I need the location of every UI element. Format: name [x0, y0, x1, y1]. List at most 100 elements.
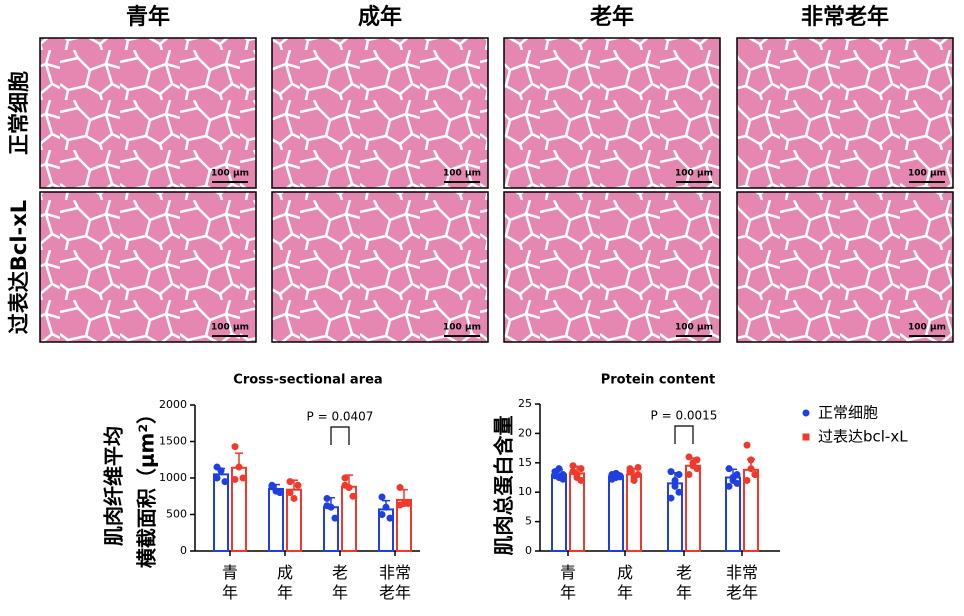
data-point [378, 493, 386, 501]
y-tick-label: 15 [518, 456, 532, 469]
significance-bracket [674, 425, 694, 444]
legend-marker [802, 409, 810, 417]
row-label: 过表达Bcl-xL [7, 200, 31, 334]
data-point [396, 501, 404, 509]
chart-title: Cross-sectional area [233, 373, 382, 388]
bar [551, 473, 567, 552]
data-point [577, 465, 585, 473]
data-point [268, 483, 276, 491]
data-point [396, 483, 404, 491]
bar [213, 473, 229, 553]
data-point [689, 462, 697, 470]
data-point [213, 463, 221, 471]
histology-image [736, 191, 954, 343]
bar [626, 473, 642, 552]
data-point [573, 474, 581, 481]
data-point [382, 503, 390, 511]
scale-bar-label: 100 μm [443, 169, 481, 179]
column-header: 成年 [358, 4, 402, 30]
bar [268, 487, 284, 553]
p-value: P = 0.0015 [651, 409, 718, 423]
y-axis-label: 横截面积（μm²） [135, 404, 159, 568]
data-point [733, 479, 741, 487]
x-tick-label: 青年 [222, 563, 238, 602]
data-point [743, 476, 751, 484]
y-tick-label: 1000 [159, 471, 187, 484]
histology-image [39, 37, 257, 189]
histology-image [271, 191, 489, 343]
histology-image [271, 37, 489, 189]
data-point [276, 489, 284, 497]
data-point [555, 465, 563, 473]
data-point [231, 443, 239, 451]
data-point [386, 514, 394, 522]
y-tick-label: 500 [166, 508, 187, 521]
data-point [725, 482, 733, 490]
data-point [630, 476, 638, 484]
scale-bar-label: 100 μm [211, 169, 249, 179]
data-point [331, 514, 339, 522]
data-point [569, 462, 577, 470]
bar [569, 472, 585, 552]
data-point [747, 456, 755, 464]
data-point [685, 471, 693, 479]
y-tick-label: 0 [180, 544, 187, 557]
scale-bar-label: 100 μm [443, 323, 481, 333]
y-tick-label: 2000 [159, 398, 187, 411]
x-tick-label: 老年 [676, 563, 692, 602]
data-point [569, 468, 577, 476]
data-point [290, 494, 298, 502]
histology-image [736, 37, 954, 189]
row-label: 正常细胞 [7, 71, 31, 155]
data-point [235, 463, 243, 471]
data-point [221, 478, 229, 486]
bar [685, 464, 701, 552]
data-point [323, 494, 331, 502]
data-point [341, 474, 349, 482]
scale-bar-label: 100 μm [675, 323, 713, 333]
data-point [667, 468, 675, 476]
histology-image [39, 191, 257, 343]
data-point [551, 472, 559, 480]
x-tick-label: 青年 [560, 563, 576, 602]
y-tick-label: 0 [525, 544, 532, 557]
data-point [751, 471, 759, 479]
data-point [685, 453, 693, 461]
histology-image [503, 191, 721, 343]
column-header: 非常老年 [801, 4, 889, 30]
y-tick-label: 1500 [159, 435, 187, 448]
y-tick-label: 10 [518, 485, 532, 498]
data-point [286, 478, 294, 486]
data-point [286, 489, 294, 497]
bar [323, 506, 339, 553]
data-point [693, 456, 701, 464]
data-point [675, 471, 683, 479]
data-point [294, 481, 302, 489]
data-point [341, 481, 349, 489]
data-point [616, 473, 624, 481]
data-point [667, 494, 675, 502]
data-point [239, 474, 247, 482]
scale-bar-label: 100 μm [908, 169, 946, 179]
data-point [608, 475, 616, 483]
data-point [626, 468, 634, 476]
y-axis-label: 肌肉总蛋白含量 [492, 416, 516, 556]
legend-marker [802, 433, 810, 441]
data-point [671, 476, 679, 484]
data-point [349, 492, 357, 500]
data-point [559, 475, 567, 483]
column-header: 青年 [126, 4, 170, 30]
x-tick-label: 非常老年 [726, 563, 758, 602]
legend-label: 过表达bcl-xL [818, 428, 908, 446]
y-tick-label: 5 [525, 515, 532, 528]
histology-image [503, 37, 721, 189]
data-point [725, 465, 733, 473]
data-point [675, 488, 683, 496]
significance-bracket [330, 426, 350, 445]
bar [608, 475, 624, 553]
data-point [213, 474, 221, 482]
p-value: P = 0.0407 [307, 410, 374, 424]
chart-title: Protein content [601, 373, 716, 388]
data-point [404, 500, 412, 508]
